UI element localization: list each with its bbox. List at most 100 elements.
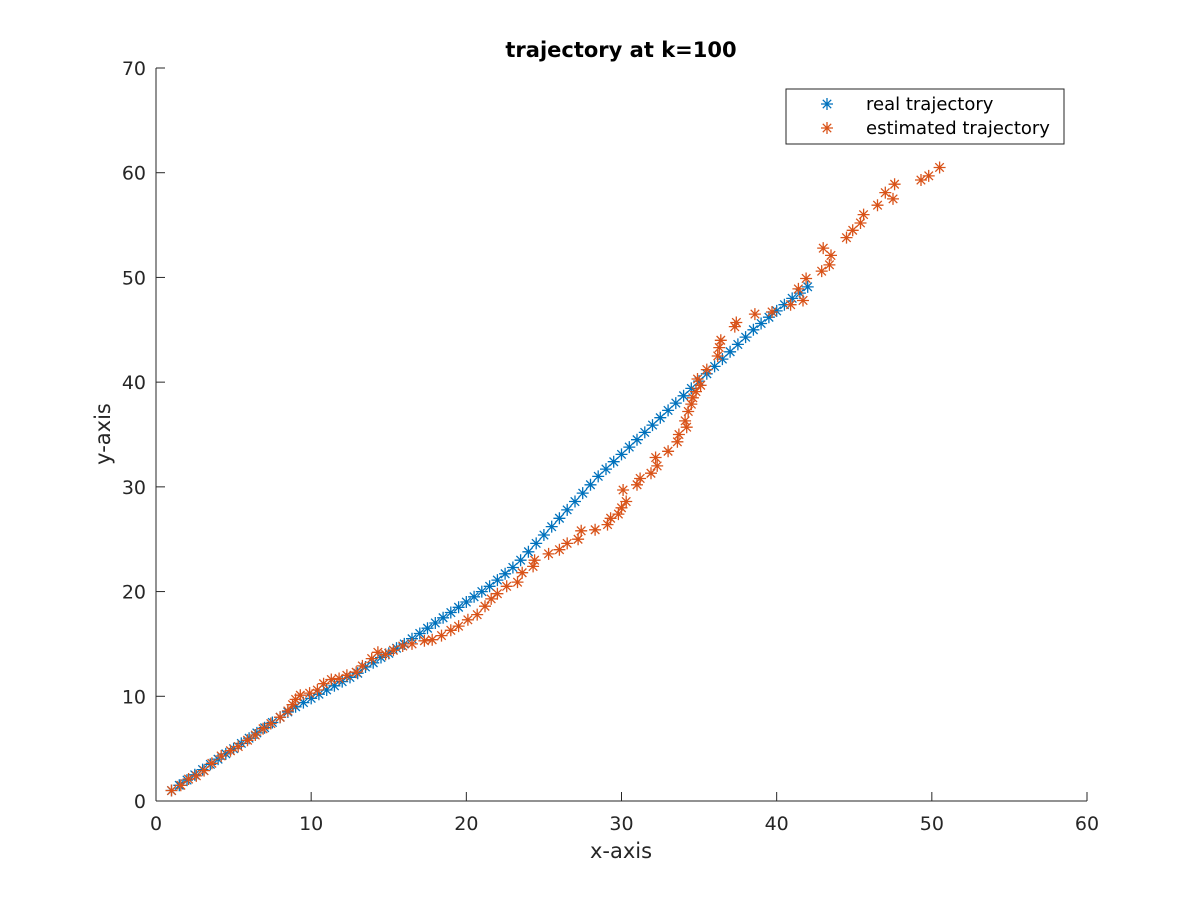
real-trajectory-point — [382, 647, 395, 660]
real-trajectory-point — [739, 331, 752, 344]
real-trajectory-point — [297, 696, 310, 709]
estimated-trajectory-point — [224, 744, 237, 757]
real-trajectory-point — [227, 742, 240, 755]
estimated-trajectory-point — [601, 518, 614, 531]
x-tick-label: 40 — [765, 813, 789, 835]
real-trajectory-point — [545, 520, 558, 533]
real-trajectory-point — [530, 537, 543, 550]
real-trajectory-point — [615, 448, 628, 461]
estimated-trajectory-point — [572, 533, 585, 546]
real-trajectory-point — [646, 419, 659, 432]
estimated-trajectory-point — [871, 199, 884, 212]
real-trajectory-point — [708, 360, 721, 373]
estimated-trajectory-point — [685, 398, 698, 411]
estimated-trajectory-point — [479, 600, 491, 613]
estimated-trajectory-point — [365, 652, 378, 665]
estimated-trajectory-point — [612, 508, 625, 521]
estimated-trajectory-point — [215, 750, 228, 762]
estimated-trajectory-point — [662, 445, 675, 458]
estimated-trajectory-point — [485, 592, 498, 605]
estimated-trajectory-point — [205, 757, 218, 770]
estimated-trajectory-point — [691, 373, 704, 385]
plot-markers — [165, 161, 946, 797]
estimated-trajectory-point — [379, 648, 392, 661]
estimated-trajectory-point — [426, 633, 439, 646]
estimated-trajectory-point — [680, 421, 693, 434]
estimated-trajectory-point — [561, 537, 574, 550]
estimated-trajectory-point — [784, 298, 797, 311]
estimated-trajectory-point — [528, 554, 541, 567]
estimated-trajectory-point — [766, 306, 778, 318]
estimated-trajectory-point — [257, 722, 270, 735]
legend-box — [785, 88, 1065, 145]
real-trajectory-point — [499, 567, 512, 580]
estimated-trajectory-point — [651, 459, 664, 472]
estimated-trajectory-point — [527, 560, 540, 573]
estimated-trajectory-point — [471, 608, 484, 621]
y-tick-label: 10 — [122, 686, 146, 708]
real-trajectory-point — [452, 601, 465, 614]
estimated-trajectory-point — [748, 308, 761, 321]
estimated-trajectory-point — [241, 734, 254, 747]
real-trajectory-point — [592, 470, 605, 483]
estimated-trajectory-point — [700, 363, 713, 376]
real-trajectory-point — [778, 298, 791, 311]
real-trajectory-point — [561, 503, 574, 516]
legend: real trajectory estimated trajectory — [785, 88, 1065, 145]
plot-axes — [155, 67, 1088, 802]
real-trajectory-point — [669, 397, 682, 410]
legend-marker-symbol — [821, 98, 833, 110]
estimated-trajectory-point — [690, 385, 702, 398]
real-trajectory-point — [685, 382, 698, 395]
estimated-trajectory-point — [165, 784, 178, 797]
real-trajectory-point — [553, 512, 566, 525]
estimated-trajectory-point — [846, 224, 859, 237]
x-tick-label: 20 — [454, 813, 478, 835]
real-trajectory-point — [569, 495, 581, 508]
estimated-trajectory-point — [174, 779, 187, 792]
estimated-trajectory-point — [356, 659, 369, 672]
estimated-trajectory-point — [350, 666, 363, 679]
x-tick-label: 30 — [609, 813, 633, 835]
estimated-trajectory-point — [711, 350, 724, 362]
estimated-trajectory-point — [190, 769, 203, 782]
estimated-trajectory-point — [249, 729, 262, 741]
estimated-trajectory-point — [682, 405, 695, 418]
legend-label-estimated-trajectory: estimated trajectory — [866, 118, 1050, 139]
x-axis-label: x-axis — [590, 839, 652, 863]
y-tick-label: 60 — [122, 163, 146, 185]
real-trajectory-point — [468, 590, 481, 603]
estimated-trajectory-point — [857, 208, 870, 221]
real-trajectory-point — [421, 622, 434, 635]
y-tick-label: 30 — [122, 477, 146, 499]
estimated-trajectory-point — [713, 341, 726, 354]
estimated-trajectory-point — [933, 161, 946, 174]
estimated-trajectory-point — [823, 258, 836, 271]
estimated-trajectory-point — [500, 580, 513, 593]
real-trajectory-point — [429, 617, 442, 629]
estimated-trajectory-point — [491, 587, 504, 600]
estimated-trajectory-point — [281, 704, 294, 717]
real-trajectory-point — [320, 684, 333, 696]
estimated-trajectory-point — [317, 677, 330, 690]
estimated-trajectory-point — [631, 478, 643, 491]
real-trajectory-point — [359, 661, 372, 673]
estimated-trajectory-point — [418, 634, 431, 647]
estimated-trajectory-point — [371, 646, 384, 659]
real-trajectory-point — [623, 441, 636, 454]
estimated-trajectory-point — [671, 435, 684, 448]
real-trajectory-point — [491, 574, 504, 587]
estimated-trajectory-point — [922, 169, 935, 182]
real-trajectory-point — [793, 287, 806, 300]
x-tick-label: 0 — [150, 813, 162, 835]
x-tick-label: 60 — [1075, 813, 1099, 835]
estimated-trajectory-point — [686, 391, 699, 404]
real-trajectory-point — [305, 692, 318, 705]
legend-marker-symbol — [821, 122, 833, 134]
estimated-trajectory-point — [620, 495, 633, 508]
estimated-trajectory-point — [452, 620, 465, 633]
legend-marker-estimated-trajectory — [821, 122, 833, 134]
estimated-trajectory-point — [516, 566, 529, 579]
